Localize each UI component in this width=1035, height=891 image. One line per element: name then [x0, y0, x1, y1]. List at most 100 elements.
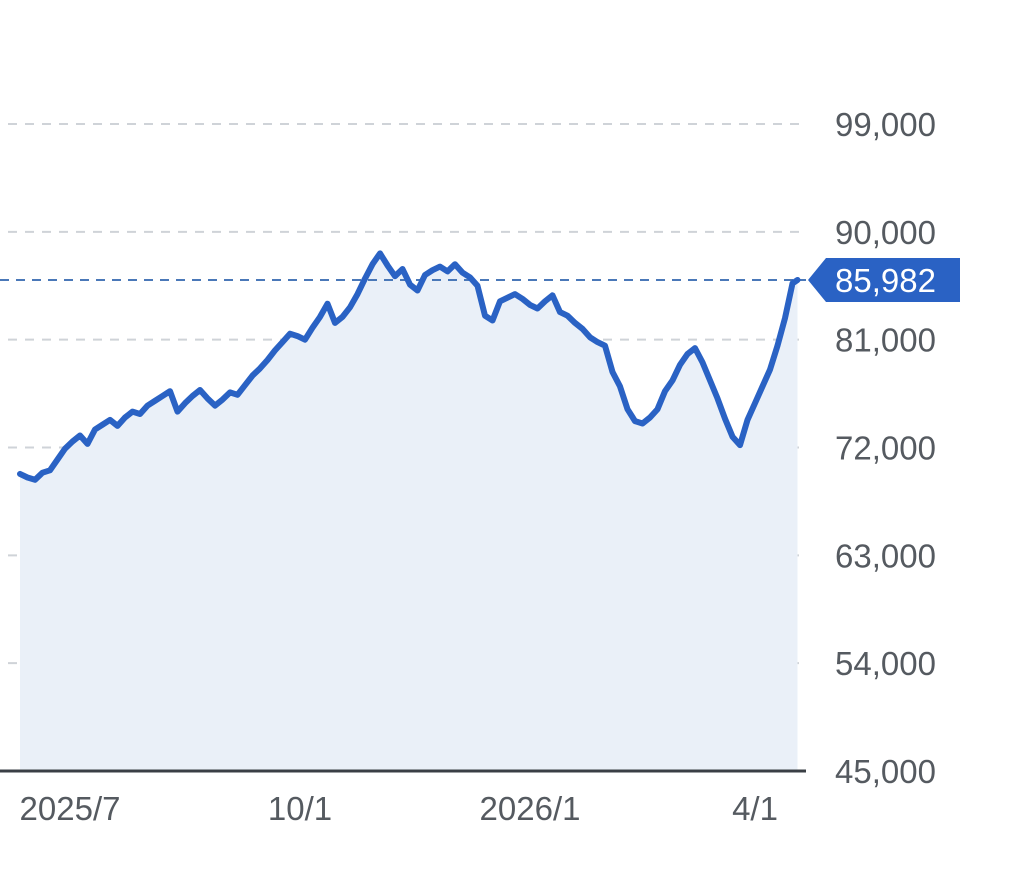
y-axis: 45,000 54,000 63,000 72,000 81,000 90,000 99,0… — [835, 106, 936, 790]
current-value-badge-shape — [808, 257, 960, 302]
series-point — [27, 477, 28, 478]
current-value-badge: 85,982 — [808, 257, 960, 302]
series-point — [417, 290, 418, 291]
series-point — [64, 448, 66, 450]
series-point — [597, 341, 598, 343]
series-point — [762, 385, 763, 387]
series-point — [462, 272, 463, 274]
series-point — [724, 418, 726, 420]
series-point — [274, 349, 276, 351]
series-point — [87, 443, 88, 445]
series-point — [304, 339, 306, 341]
series-point — [559, 311, 561, 313]
series-point — [229, 391, 231, 393]
series-point — [432, 269, 433, 271]
series-point — [207, 397, 208, 399]
current-value-label: 85,982 — [835, 262, 936, 299]
series-point — [747, 419, 748, 421]
series-point — [567, 315, 568, 317]
series-point — [409, 284, 411, 286]
series-point — [282, 341, 283, 343]
series-point — [102, 424, 103, 426]
series-point — [222, 399, 223, 401]
series-point — [634, 420, 636, 422]
series-point — [484, 315, 486, 317]
x-tick-label: 2025/7 — [20, 790, 121, 827]
series-point — [477, 285, 478, 287]
x-tick-label: 10/1 — [268, 790, 332, 827]
series-point — [679, 364, 681, 366]
series-point — [177, 411, 178, 413]
y-tick-label: 63,000 — [835, 537, 936, 574]
series-point — [57, 459, 58, 460]
series-point — [19, 473, 21, 475]
series-point — [192, 395, 193, 397]
x-axis: 2025/7 10/1 2026/1 4/1 — [20, 790, 778, 827]
y-tick-label: 90,000 — [835, 214, 936, 251]
series-point — [162, 395, 163, 397]
series-point — [657, 408, 658, 410]
series-point — [544, 300, 546, 302]
series-point — [492, 320, 493, 321]
series-point — [402, 268, 403, 270]
series-point — [124, 417, 126, 418]
series-point — [289, 333, 291, 335]
series-points — [19, 252, 798, 481]
series-point — [364, 278, 366, 280]
series-point — [109, 419, 111, 421]
series-point — [342, 316, 343, 318]
x-tick-label: 4/1 — [732, 790, 778, 827]
series-point — [319, 316, 321, 318]
series-point — [769, 369, 771, 371]
series-point — [94, 429, 96, 430]
series-point — [42, 472, 43, 474]
series-point — [147, 405, 148, 407]
series-point — [357, 293, 358, 295]
series-point — [117, 425, 118, 427]
series-point — [79, 435, 81, 436]
series-area — [20, 253, 798, 771]
series-point — [777, 345, 778, 347]
series-point — [619, 385, 621, 387]
series-point — [184, 402, 186, 404]
series-point — [589, 336, 591, 338]
series-point — [252, 375, 253, 377]
series-point — [797, 279, 798, 281]
series-point — [237, 394, 238, 396]
series-point — [537, 308, 538, 309]
series-point — [507, 297, 508, 299]
series-point — [259, 367, 261, 369]
series-point — [792, 282, 793, 284]
series-point — [49, 469, 51, 471]
series-point — [327, 303, 328, 305]
series-point — [199, 389, 201, 391]
series-point — [574, 322, 576, 324]
series-point — [154, 400, 156, 402]
series-point — [627, 408, 628, 410]
series-point — [514, 293, 516, 295]
series-point — [499, 300, 501, 302]
series-point — [379, 252, 381, 254]
x-tick-label: 2026/1 — [480, 790, 581, 827]
series-point — [732, 436, 733, 438]
series-point — [687, 353, 688, 355]
series-point — [739, 444, 741, 446]
y-tick-label: 81,000 — [835, 322, 936, 359]
series-point — [447, 270, 448, 272]
series-point — [132, 411, 133, 413]
series-point — [454, 263, 456, 265]
series-point — [469, 276, 471, 278]
series-point — [582, 328, 583, 330]
series-point — [522, 298, 523, 300]
series-point — [312, 327, 313, 329]
series-point — [694, 347, 696, 349]
series-point — [717, 397, 718, 399]
y-tick-label: 45,000 — [835, 753, 936, 790]
series-point — [372, 263, 373, 265]
series-point — [642, 423, 643, 424]
series-point — [34, 479, 36, 481]
y-tick-label: 99,000 — [835, 106, 936, 143]
series-point — [387, 264, 388, 266]
series-point — [709, 379, 711, 381]
